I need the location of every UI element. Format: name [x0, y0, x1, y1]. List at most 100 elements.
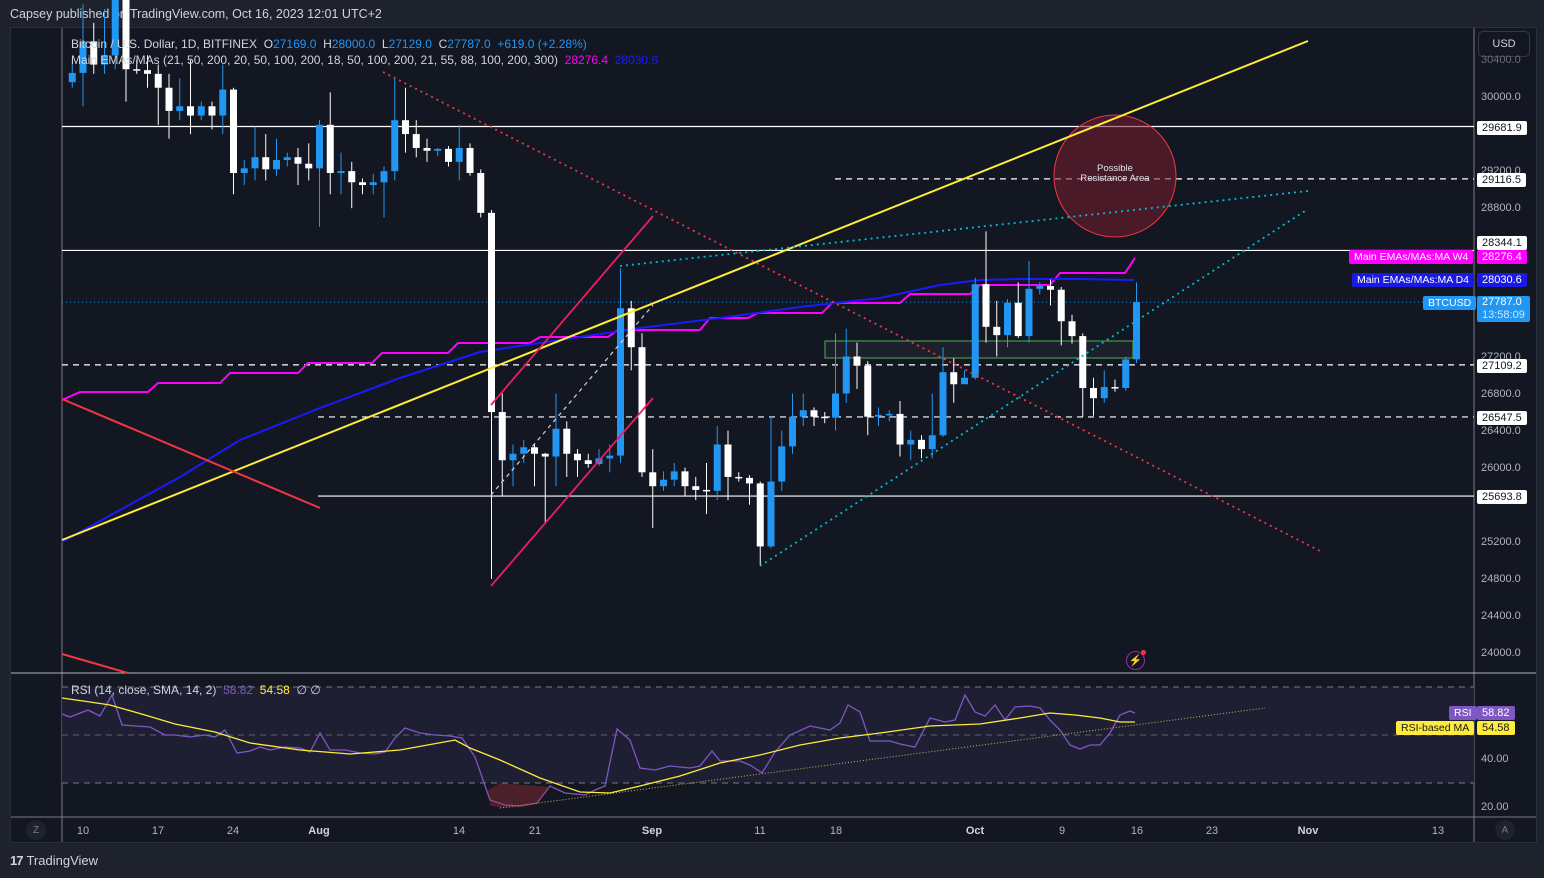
- indicator-title: Main EMAs/MAs (21, 50, 200, 20, 50, 100,…: [71, 53, 558, 67]
- rsi-extra: ∅ ∅: [296, 683, 321, 697]
- rsi-oversold-fill: [488, 783, 550, 808]
- candle: [638, 333, 646, 477]
- time-tick: 17: [151, 825, 165, 837]
- rsi-legend[interactable]: RSI (14, close, SMA, 14, 2) 58.82 54.58 …: [71, 683, 321, 697]
- time-tick: 16: [1130, 825, 1144, 837]
- candle: [488, 210, 495, 579]
- resistance-annotation[interactable]: Possible Resistance Area: [1080, 163, 1150, 184]
- price-tick: 26000.0: [1481, 462, 1521, 474]
- candle: [1057, 286, 1065, 346]
- candle: [735, 472, 743, 482]
- last-price: 27787.0: [1482, 296, 1522, 308]
- candle: [122, 0, 130, 102]
- alerts-flash-icon[interactable]: ⚡: [1126, 650, 1146, 670]
- candle: [939, 347, 947, 438]
- candle: [574, 449, 581, 477]
- candle: [251, 126, 259, 181]
- candle: [1004, 299, 1011, 348]
- tradingview-logo[interactable]: 17 TradingView: [10, 853, 98, 868]
- level-label: 26547.5: [1477, 411, 1527, 425]
- candle: [133, 59, 141, 74]
- candle: [875, 407, 882, 426]
- candle: [412, 120, 420, 158]
- candle: [326, 92, 334, 195]
- rsi-ma-tag: RSI-based MA: [1396, 721, 1475, 735]
- level-label: 28344.1: [1477, 236, 1527, 250]
- candle: [144, 55, 151, 88]
- candle: [380, 166, 388, 218]
- white-dashed-line: [490, 304, 654, 496]
- pink-channel-upper: [490, 215, 654, 406]
- rsi-tag: RSI: [1449, 706, 1477, 720]
- ma-w4-value: 28276.4: [564, 53, 609, 67]
- candle: [111, 0, 119, 70]
- tradingview-logo-icon: 17: [10, 853, 24, 868]
- rsi-axis-value: 58.82: [1477, 706, 1515, 720]
- candle: [746, 475, 753, 505]
- symbol-title: Bitcoin / U.S. Dollar, 1D, BITFINEX: [71, 37, 258, 51]
- candle: [584, 453, 592, 468]
- candle: [724, 430, 732, 501]
- candle: [993, 300, 1001, 357]
- auto-scale-button[interactable]: A: [1495, 820, 1515, 840]
- candle: [918, 435, 925, 459]
- price-tick: 24800.0: [1481, 573, 1521, 585]
- candle: [1133, 282, 1140, 364]
- currency-button[interactable]: USD: [1478, 31, 1530, 57]
- candle: [316, 120, 323, 227]
- candle: [498, 393, 506, 496]
- indicator-legend[interactable]: Main EMAs/MAs (21, 50, 200, 20, 50, 100,…: [71, 53, 658, 67]
- candle: [165, 73, 173, 139]
- candle: [283, 152, 291, 167]
- candle: [466, 143, 474, 176]
- candle: [896, 400, 904, 457]
- cyan-dotted-lower: [759, 208, 1309, 567]
- notification-dot: [1141, 650, 1146, 655]
- price-tick: 24400.0: [1481, 610, 1521, 622]
- candle: [703, 463, 710, 514]
- candle: [950, 358, 958, 403]
- candle: [617, 268, 624, 464]
- candle: [713, 425, 721, 501]
- candle: [402, 87, 409, 153]
- ma-w4-line: [61, 257, 1136, 401]
- red-trendline-lower: [61, 653, 129, 674]
- time-tick: Oct: [965, 825, 985, 837]
- candle: [197, 101, 205, 121]
- candle: [531, 444, 538, 487]
- ma-d4-value: 28030.6: [614, 53, 659, 67]
- candle: [1122, 356, 1130, 391]
- low-value: 27129.0: [388, 37, 432, 51]
- candle: [853, 342, 861, 389]
- candle: [907, 430, 915, 461]
- candle: [337, 152, 345, 195]
- time-tick: 11: [754, 825, 766, 837]
- last-price-label: 27787.0 13:58:09: [1477, 296, 1530, 322]
- candle: [1036, 282, 1044, 295]
- candle: [359, 178, 366, 195]
- candles: [68, 0, 1140, 579]
- price-tick: 25200.0: [1481, 536, 1521, 548]
- zoom-toggle-button[interactable]: Z: [26, 820, 46, 840]
- candle: [369, 173, 377, 195]
- candle: [240, 160, 248, 186]
- candle: [445, 146, 452, 167]
- candle: [552, 393, 560, 487]
- ma-d4-price: 28030.6: [1477, 273, 1527, 287]
- candle: [208, 101, 216, 130]
- candle: [563, 421, 571, 477]
- publish-line: Capsey published on TradingView.com, Oct…: [10, 7, 382, 21]
- time-tick: Nov: [1297, 825, 1319, 837]
- candle: [810, 407, 818, 426]
- time-tick: 21: [528, 825, 542, 837]
- time-tick: 9: [1058, 825, 1066, 837]
- candle: [423, 138, 431, 162]
- candle: [756, 481, 764, 565]
- candle: [1014, 282, 1022, 338]
- candle: [262, 134, 270, 181]
- level-label: 27109.2: [1477, 359, 1527, 373]
- candle: [799, 393, 807, 426]
- level-label: 25693.8: [1477, 490, 1527, 504]
- candle: [154, 64, 162, 125]
